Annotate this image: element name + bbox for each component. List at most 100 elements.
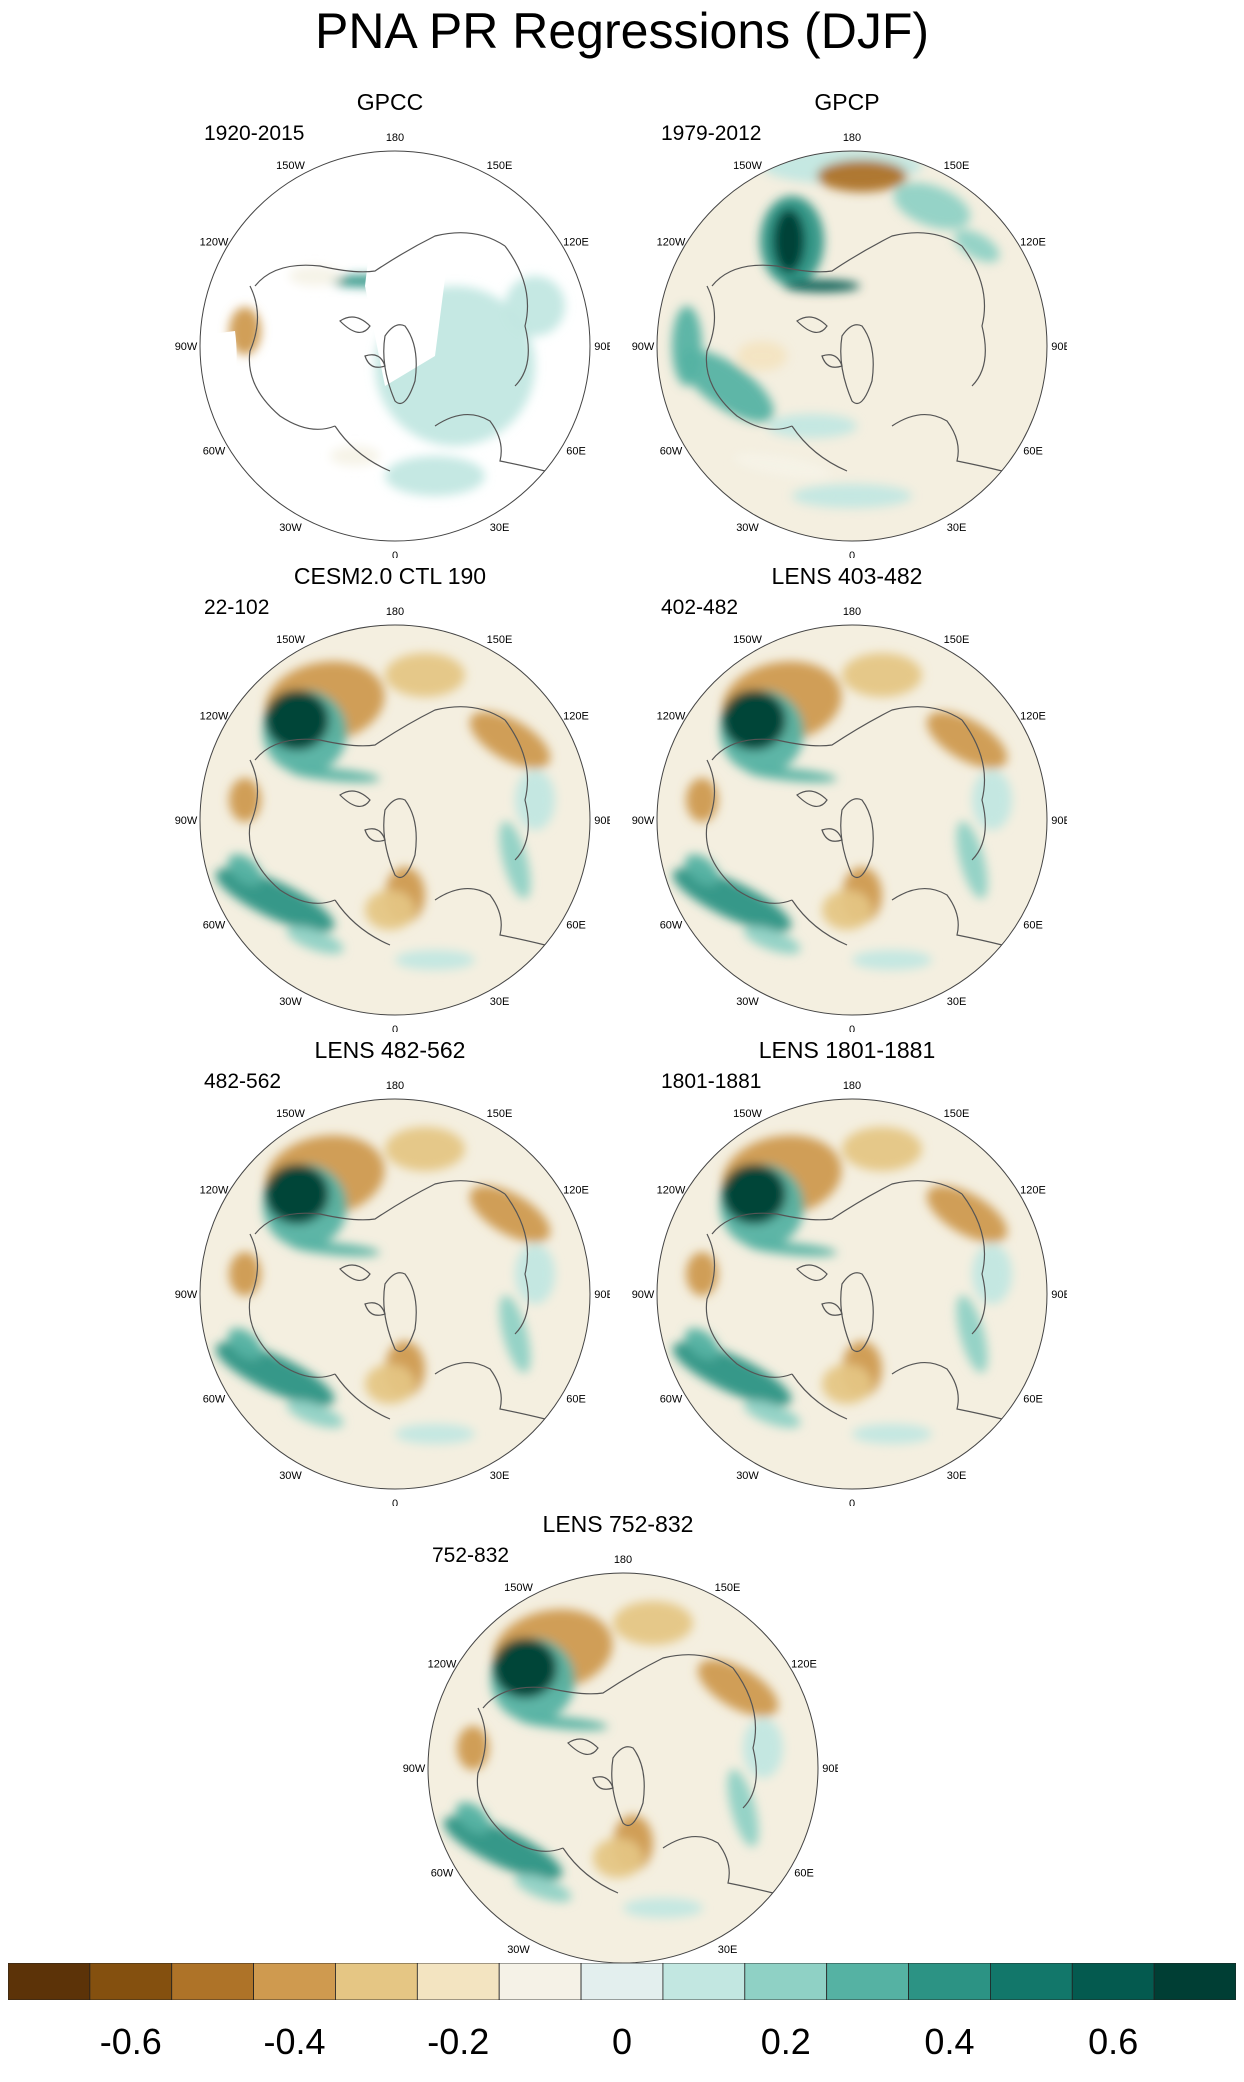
longitude-label: 180: [614, 1554, 632, 1566]
colorbar-swatch: [335, 1963, 418, 2000]
longitude-label: 90E: [1051, 341, 1067, 353]
field-anomaly: [518, 1715, 608, 1731]
longitude-label: 120W: [657, 1185, 686, 1197]
field-anomaly: [227, 1328, 263, 1360]
longitude-label: 150W: [276, 634, 305, 646]
coastline: [248, 759, 336, 904]
panel-title: GPCC: [356, 89, 424, 115]
longitude-label: 120W: [428, 1659, 457, 1671]
longitude-label: 60E: [566, 446, 586, 458]
field-anomaly: [469, 1185, 551, 1243]
coastline: [339, 1264, 371, 1281]
longitude-label: 150E: [944, 1108, 970, 1120]
coastline: [476, 1707, 564, 1852]
polar-map: 180150E120E90E60E30E030W60W90W120W150W: [175, 606, 610, 1032]
field-anomaly: [893, 182, 971, 230]
map-border: [199, 624, 591, 1016]
coastline: [334, 1373, 391, 1420]
field-anomaly: [792, 484, 912, 508]
coastline: [732, 1667, 757, 1809]
coastline: [364, 828, 386, 842]
field-anomaly: [852, 1424, 932, 1444]
coastline: [796, 790, 828, 807]
map-border: [656, 624, 1048, 1016]
field-anomaly: [385, 1127, 465, 1171]
field-anomaly: [972, 1244, 1012, 1304]
longitude-label: 180: [386, 132, 404, 144]
coastline: [364, 1302, 386, 1316]
field-anomaly: [455, 1802, 491, 1834]
colorbar: [8, 1963, 1236, 2000]
coastline: [791, 899, 848, 946]
polar-map: 180150E120E90E60E30E030W60W90W120W150W: [403, 1554, 838, 1980]
field-anomaly: [732, 452, 832, 480]
longitude-label: 60W: [660, 446, 683, 458]
field-anomaly: [229, 1252, 261, 1296]
longitude-label: 180: [843, 1080, 861, 1092]
longitude-label: 90W: [632, 815, 655, 827]
map-panel-lens-752-832: LENS 752-832 752-832 180 150E 120E 90E 60E 30…: [398, 1510, 838, 1980]
field-anomaly: [743, 1400, 801, 1428]
coastline: [334, 899, 391, 946]
map-border: [656, 1098, 1048, 1490]
coastline: [364, 354, 386, 368]
field-anomaly: [972, 770, 1012, 830]
longitude-label: 120E: [563, 237, 589, 249]
coastline: [961, 719, 986, 861]
longitude-label: 150W: [276, 1108, 305, 1120]
colorbar-tick-label: -0.4: [263, 2021, 326, 2062]
coastline: [567, 1738, 599, 1755]
colorbar-tick-label: 0.6: [1088, 2021, 1139, 2062]
coastline: [840, 1272, 874, 1353]
field-anomaly: [684, 854, 720, 886]
longitude-label: 60E: [1023, 920, 1043, 932]
longitude-label: 150E: [487, 634, 513, 646]
field-anomaly: [697, 1659, 779, 1717]
map-panel-lens-482-562: LENS 482-562 482-562 180 150E 120E 90E 60E 30…: [170, 1036, 610, 1506]
panel-title: LENS 752-832: [542, 1511, 694, 1537]
coastline: [711, 1180, 963, 1235]
field-anomaly: [290, 1241, 380, 1257]
longitude-label: 150E: [944, 634, 970, 646]
field-anomaly: [623, 1898, 703, 1918]
field-anomaly: [265, 1164, 329, 1224]
field-anomaly: [385, 456, 485, 496]
field-anomaly: [686, 778, 718, 822]
longitude-label: 60W: [660, 920, 683, 932]
longitude-label: 0: [392, 1498, 398, 1506]
coastline: [562, 1847, 619, 1894]
field-anomaly: [286, 926, 344, 954]
longitude-label: 30W: [736, 1470, 759, 1482]
longitude-label: 90E: [1051, 1289, 1067, 1301]
longitude-label: 120W: [657, 711, 686, 723]
longitude-label: 30W: [736, 996, 759, 1008]
longitude-label: 180: [386, 606, 404, 618]
longitude-label: 90E: [1051, 815, 1067, 827]
coastline: [891, 1362, 1003, 1420]
map-background: [657, 151, 1047, 541]
colorbar-swatch: [990, 1963, 1073, 2000]
missing-data-region: [365, 201, 455, 386]
field-anomaly: [842, 653, 922, 697]
panel-period: 1920-2015: [204, 122, 305, 145]
longitude-label: 30W: [279, 522, 302, 534]
field-anomaly: [514, 1874, 572, 1902]
coastline: [711, 706, 963, 761]
longitude-label: 90W: [175, 815, 198, 827]
field-anomaly: [505, 276, 565, 336]
polar-map: 180150E120E90E60E30E030W60W90W120W150W: [632, 132, 1067, 558]
field-anomaly: [395, 950, 475, 970]
longitude-label: 60W: [660, 1394, 683, 1406]
field-anomaly: [817, 160, 907, 192]
coastline: [383, 1272, 417, 1353]
longitude-label: 60E: [794, 1868, 814, 1880]
longitude-label: 150E: [487, 160, 513, 172]
coastline: [254, 706, 506, 761]
coastline: [248, 1233, 336, 1378]
coastline: [821, 828, 843, 842]
coastline: [248, 285, 336, 430]
longitude-label: 30W: [279, 996, 302, 1008]
panel-period: 1979-2012: [661, 122, 762, 145]
colorbar-swatch: [744, 1963, 828, 2000]
longitude-label: 180: [386, 1080, 404, 1092]
